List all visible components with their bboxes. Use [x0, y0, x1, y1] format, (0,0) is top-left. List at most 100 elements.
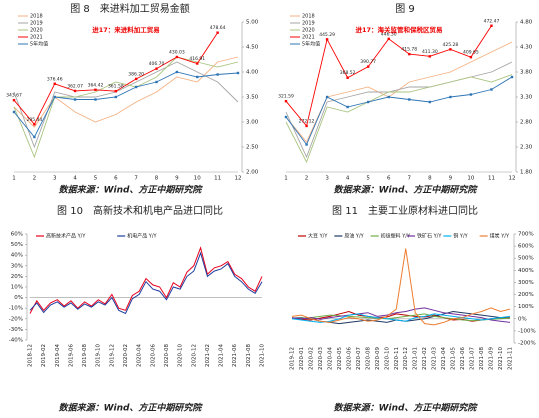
x-tick-label: 9 — [449, 176, 453, 182]
x-tick-label: 8 — [155, 176, 159, 182]
marker — [94, 88, 97, 91]
y-tick-label: 400% — [518, 268, 534, 274]
legend-label: 高新技术产品 Y/Y — [46, 233, 86, 240]
x-tick-label: 2020-08 — [365, 347, 371, 370]
x-tick-label: 9 — [175, 176, 179, 182]
x-tick-label: 3 — [53, 176, 57, 182]
legend-label: 2021 — [30, 35, 43, 41]
marker — [134, 85, 138, 89]
x-tick-label: 2021-08 — [479, 347, 485, 370]
data-label: 364.42 — [88, 82, 104, 88]
x-tick-label: 2019-06 — [68, 344, 74, 367]
x-tick-label: 6 — [114, 176, 118, 182]
x-tick-label: 2021-07 — [470, 347, 476, 370]
y-tick-label: -30% — [9, 327, 23, 333]
x-tick-label: 2021-06 — [232, 344, 238, 367]
y-tick-label: 10% — [11, 285, 23, 291]
marker — [428, 100, 432, 104]
marker — [387, 95, 390, 99]
series-line — [291, 313, 511, 322]
data-label: 425.28 — [442, 42, 458, 48]
y-tick-label: 3.80 — [520, 70, 533, 76]
marker — [33, 135, 36, 139]
y-tick-label: 200% — [518, 292, 534, 298]
x-tick-label: 2021-02 — [422, 347, 428, 370]
series-line — [291, 248, 511, 326]
x-tick-label: 2021-01 — [413, 347, 419, 370]
chart-title: 图 10 高新技术和机电产品进口同比 — [57, 204, 223, 217]
series-line — [29, 251, 263, 315]
marker — [53, 82, 56, 85]
y-tick-label: -40% — [9, 338, 23, 344]
marker — [510, 75, 514, 79]
x-tick-label: 2019-12 — [290, 347, 296, 370]
x-tick-label: 2020-05 — [337, 347, 343, 370]
series-line — [285, 74, 513, 164]
y-tick-label: 500% — [518, 256, 534, 262]
source: 数据来源：Wind、方正中期研究院 — [334, 403, 479, 414]
marker — [53, 95, 56, 99]
marker — [73, 89, 77, 93]
y-tick-label: -20% — [9, 316, 23, 322]
x-tick-label: 2 — [33, 176, 37, 182]
marker — [175, 55, 179, 59]
y-tick-label: 600% — [518, 244, 534, 250]
legend-label: 机电产品 Y/Y — [127, 233, 157, 240]
x-tick-label: 2021-11 — [508, 347, 514, 370]
marker — [33, 123, 36, 126]
marker — [408, 98, 411, 101]
x-tick-label: 2021-06 — [460, 347, 466, 370]
x-tick-label: 2020-12 — [403, 347, 409, 370]
series-line — [285, 76, 513, 146]
marker — [346, 76, 349, 79]
data-label: 321.59 — [278, 94, 294, 100]
x-tick-label: 2021-03 — [432, 347, 438, 370]
series-line — [291, 310, 511, 322]
x-tick-label: 2020-06 — [346, 347, 352, 370]
x-tick-label: 11 — [214, 176, 221, 182]
legend-label: 2019 — [30, 21, 43, 27]
data-label: 362.07 — [67, 83, 83, 89]
legend-label: 2019 — [302, 21, 315, 27]
x-tick-label: 2021-09 — [489, 347, 495, 370]
marker — [134, 77, 138, 81]
source: 数据来源：Wind、方正中期研究院 — [59, 403, 204, 414]
y-tick-label: 3.00 — [246, 120, 259, 126]
marker — [366, 65, 370, 68]
legend-label: 2020 — [30, 28, 43, 34]
y-tick-label: 300% — [518, 280, 534, 286]
data-label: 415.78 — [401, 47, 417, 53]
x-tick-label: 2019-12 — [109, 344, 115, 367]
data-label: 409.65 — [463, 50, 479, 56]
marker — [284, 115, 288, 119]
x-tick-label: 2020-11 — [394, 347, 400, 370]
legend-label: 原油 Y/Y — [344, 233, 364, 240]
x-tick-label: 8 — [428, 176, 432, 182]
marker — [12, 110, 16, 114]
marker — [428, 55, 432, 58]
y-tick-label: 2.50 — [246, 145, 259, 151]
series-line — [291, 313, 511, 323]
chart-title: 图 9 — [395, 3, 415, 15]
legend-label: 2020 — [302, 28, 315, 34]
x-tick-label: 2019-04 — [55, 344, 61, 367]
x-tick-label: 10 — [467, 176, 474, 182]
series-line — [13, 56, 239, 159]
marker — [325, 38, 329, 41]
x-tick-label: 2021-04 — [441, 347, 447, 370]
annotation: 进17：海关监管和保税区贸易 — [355, 25, 442, 34]
y-tick-label: 3.30 — [520, 95, 533, 101]
y-tick-label: 30% — [11, 263, 23, 269]
legend-label: 初级塑料 Y/Y — [381, 233, 411, 240]
marker — [469, 93, 473, 96]
data-label: 376.46 — [47, 76, 63, 82]
x-tick-label: 12 — [235, 176, 242, 182]
x-tick-label: 2020-06 — [150, 344, 156, 367]
marker — [236, 71, 240, 75]
marker — [408, 52, 411, 56]
y-tick-label: 60% — [11, 232, 23, 238]
legend-label: 2021 — [302, 35, 315, 41]
x-tick-label: 2020-08 — [164, 344, 170, 367]
data-label: 478.64 — [210, 25, 226, 31]
x-tick-label: 2021-10 — [260, 344, 266, 367]
